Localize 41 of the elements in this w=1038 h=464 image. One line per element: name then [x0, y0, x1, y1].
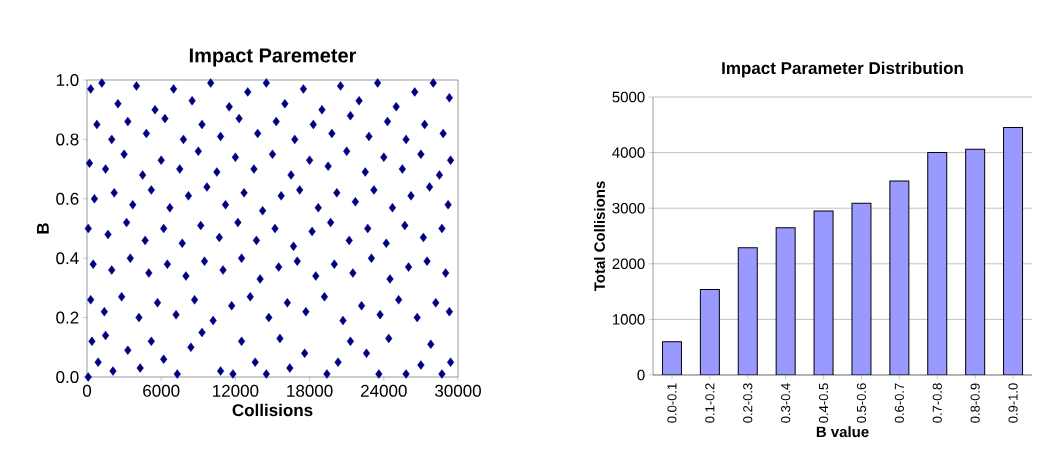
- bar: [965, 148, 986, 375]
- y-axis-title: Total Collisions: [593, 181, 605, 292]
- x-tick-label: 24000: [361, 384, 407, 397]
- x-tick-label: 18000: [287, 384, 333, 397]
- x-tick-label: 0.2-0.3: [743, 383, 753, 423]
- y-tick-label: 1.0: [56, 73, 79, 87]
- x-tick-label: 0.3-0.4: [781, 383, 791, 423]
- x-tick-label: 0.6-0.7: [894, 383, 904, 423]
- x-tick-label: 0.7-0.8: [932, 383, 942, 423]
- y-axis-title: B: [37, 223, 49, 234]
- y-tick-label: 0.4: [56, 252, 79, 265]
- x-tick-label: 30000: [435, 384, 481, 397]
- x-tick-label: 0.0-0.1: [667, 383, 677, 423]
- x-tick-label: 12000: [213, 384, 259, 397]
- bar: [661, 341, 682, 375]
- x-tick-label: 6000: [143, 384, 180, 397]
- y-tick-label: 4000: [612, 147, 645, 158]
- y-tick-label: 0.6: [56, 192, 79, 205]
- x-tick-label: 0.1-0.2: [705, 383, 715, 423]
- y-tick-label: 0.2: [56, 311, 79, 324]
- x-tick-label: 0.4-0.5: [818, 383, 829, 423]
- x-axis-title: B value: [816, 426, 869, 438]
- x-tick-label: 0.5-0.6: [856, 383, 867, 423]
- bar: [737, 247, 758, 375]
- bar: [699, 288, 720, 375]
- x-axis-title: Collisions: [232, 403, 313, 417]
- bar: [1003, 127, 1024, 375]
- y-tick-label: 5000: [612, 91, 645, 103]
- chart-title: Impact Parameter Distribution: [722, 61, 963, 78]
- y-tick-label: 0: [637, 369, 645, 381]
- chart-title: Impact Paremeter: [189, 48, 357, 67]
- x-tick-label: 0: [82, 384, 92, 397]
- bar: [775, 227, 796, 375]
- y-tick-label: 0.0: [56, 370, 79, 384]
- x-tick-label: 0.9-1.0: [1008, 383, 1018, 423]
- bar: [927, 152, 948, 375]
- x-tick-label: 0.8-0.9: [970, 383, 980, 423]
- y-tick-label: 3000: [612, 202, 645, 214]
- y-tick-label: 0.8: [56, 133, 79, 146]
- y-tick-label: 2000: [612, 258, 645, 270]
- y-tick-label: 1000: [612, 314, 645, 325]
